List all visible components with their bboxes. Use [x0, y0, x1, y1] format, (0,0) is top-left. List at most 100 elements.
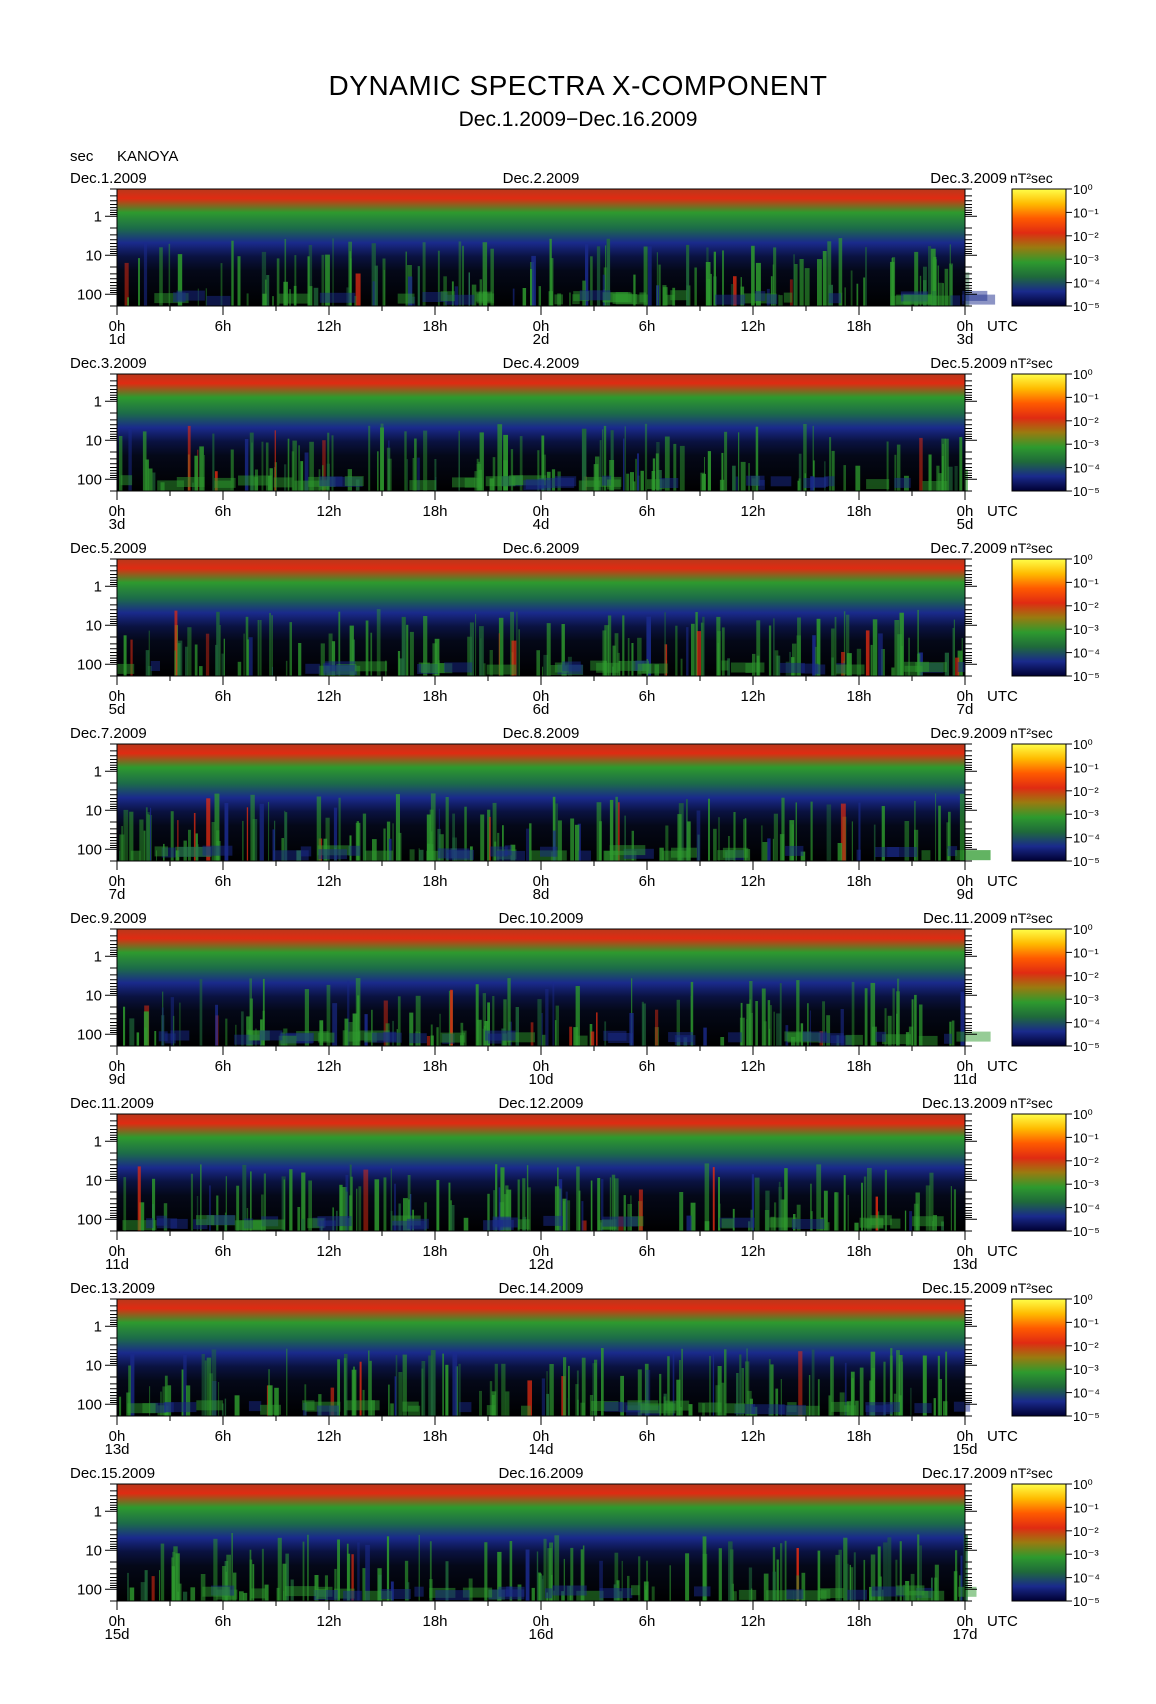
- x-tick-label: 18h: [422, 688, 447, 705]
- panel-right-date: Dec.13.2009: [922, 1095, 1007, 1112]
- colorbar-tick-label: 10⁻⁴: [1073, 1016, 1100, 1031]
- x-tick-label: 6h: [639, 1613, 656, 1630]
- colorbar-tick-label: 10⁻²: [1073, 784, 1099, 799]
- spectrogram-activity: [119, 793, 991, 861]
- x-tick-label: 6h: [639, 1058, 656, 1075]
- spectrogram-activity: [123, 978, 991, 1046]
- colorbar: 10⁰ 10⁻¹ 10⁻² 10⁻³ 10⁻⁴ 10⁻⁵: [1011, 1477, 1100, 1609]
- spectrogram-activity: [117, 609, 965, 676]
- colorbar-tick-label: 10⁻⁵: [1073, 1594, 1100, 1609]
- x-tick-label: 0h: [533, 688, 550, 705]
- day-mid-label: 4d: [533, 516, 550, 533]
- colorbar-scale: [1011, 188, 1067, 307]
- x-tick-label: 6h: [639, 873, 656, 890]
- colorbar-tick-label: 10⁻⁵: [1073, 299, 1100, 314]
- x-unit-label: UTC: [987, 1428, 1018, 1445]
- spectra-panel: Dec.11.2009 Dec.12.2009 Dec.13.2009 1 10 100 0…: [70, 1095, 1100, 1273]
- colorbar-scale: [1011, 1298, 1067, 1417]
- colorbar: 10⁰ 10⁻¹ 10⁻² 10⁻³ 10⁻⁴ 10⁻⁵: [1011, 182, 1100, 314]
- spectra-panel: Dec.13.2009 Dec.14.2009 Dec.15.2009 1 10 100 0…: [70, 1280, 1100, 1458]
- colorbar-tick-label: 10⁻⁴: [1073, 1201, 1100, 1216]
- x-tick-label: 18h: [846, 873, 871, 890]
- x-tick-label: 12h: [740, 1613, 765, 1630]
- day-mid-label: 16d: [528, 1626, 553, 1643]
- x-tick-label: 0h: [533, 318, 550, 335]
- x-tick-label: 18h: [422, 318, 447, 335]
- x-tick-label: 6h: [215, 318, 232, 335]
- x-tick-label: 6h: [639, 1428, 656, 1445]
- y-tick-label: 100: [77, 286, 102, 303]
- colorbar-tick-label: 10⁻²: [1073, 1339, 1099, 1354]
- day-start-label: 3d: [109, 516, 126, 533]
- colorbar-tick-label: 10⁻³: [1073, 252, 1099, 267]
- colorbar-scale: [1011, 928, 1067, 1047]
- y-tick-label: 1: [94, 948, 102, 965]
- spectrogram-activity: [119, 1348, 971, 1416]
- x-tick-label: 6h: [639, 318, 656, 335]
- colorbar-unit-label: nT²sec: [1010, 1465, 1053, 1481]
- y-tick-label: 1: [94, 763, 102, 780]
- colorbar-tick-label: 10⁻³: [1073, 1177, 1099, 1192]
- colorbar-tick-label: 10⁻⁵: [1073, 854, 1100, 869]
- x-tick-label: 6h: [639, 1243, 656, 1260]
- colorbar-tick-label: 10⁻¹: [1073, 945, 1099, 960]
- x-ticks: [116, 1231, 966, 1240]
- station-name: KANOYA: [117, 148, 179, 165]
- x-unit-label: UTC: [987, 1058, 1018, 1075]
- y-tick-label: 10: [85, 432, 102, 449]
- chart-title: DYNAMIC SPECTRA X-COMPONENT: [328, 70, 828, 101]
- colorbar: 10⁰ 10⁻¹ 10⁻² 10⁻³ 10⁻⁴ 10⁻⁵: [1011, 1107, 1100, 1239]
- day-start-label: 1d: [109, 331, 126, 348]
- y-tick-label: 10: [85, 1357, 102, 1374]
- spectrogram-area: [117, 1299, 965, 1416]
- x-tick-label: 0h: [957, 1243, 974, 1260]
- colorbar-tick-label: 10⁰: [1073, 552, 1093, 567]
- colorbar-tick-label: 10⁻¹: [1073, 575, 1099, 590]
- x-tick-label: 12h: [316, 318, 341, 335]
- x-tick-label: 0h: [957, 1613, 974, 1630]
- x-tick-label: 0h: [109, 688, 126, 705]
- x-tick-label: 12h: [316, 873, 341, 890]
- colorbar-tick-label: 10⁻¹: [1073, 205, 1099, 220]
- x-tick-label: 18h: [846, 1428, 871, 1445]
- y-unit-label: sec: [70, 148, 94, 165]
- colorbar-tick-label: 10⁻¹: [1073, 1500, 1099, 1515]
- day-end-label: 9d: [957, 886, 974, 903]
- x-tick-label: 12h: [316, 1428, 341, 1445]
- panel-mid-date: Dec.8.2009: [503, 725, 580, 742]
- y-tick-label: 10: [85, 1172, 102, 1189]
- x-tick-label: 0h: [109, 1613, 126, 1630]
- x-tick-label: 6h: [639, 503, 656, 520]
- panel-left-date: Dec.7.2009: [70, 725, 147, 742]
- x-tick-label: 18h: [422, 1058, 447, 1075]
- spectrogram-activity: [119, 423, 968, 491]
- colorbar-tick-label: 10⁰: [1073, 737, 1093, 752]
- spectra-panel: Dec.15.2009 Dec.16.2009 Dec.17.2009 1 10 100 0…: [70, 1465, 1100, 1643]
- colorbar-tick-label: 10⁻⁵: [1073, 1224, 1100, 1239]
- colorbar: 10⁰ 10⁻¹ 10⁻² 10⁻³ 10⁻⁴ 10⁻⁵: [1011, 367, 1100, 499]
- day-start-label: 15d: [104, 1626, 129, 1643]
- y-tick-label: 1: [94, 1318, 102, 1335]
- y-tick-label: 10: [85, 617, 102, 634]
- colorbar-scale: [1011, 373, 1067, 492]
- x-tick-label: 0h: [957, 1058, 974, 1075]
- spectrogram-activity: [127, 1533, 977, 1601]
- x-tick-label: 18h: [422, 1428, 447, 1445]
- colorbar-tick-label: 10⁰: [1073, 367, 1093, 382]
- x-tick-label: 18h: [846, 688, 871, 705]
- spectra-panel: Dec.9.2009 Dec.10.2009 Dec.11.2009 1 10 100 0h…: [70, 910, 1100, 1088]
- x-tick-label: 12h: [316, 1613, 341, 1630]
- panel-left-date: Dec.13.2009: [70, 1280, 155, 1297]
- panel-left-date: Dec.1.2009: [70, 170, 147, 187]
- panel-mid-date: Dec.6.2009: [503, 540, 580, 557]
- x-tick-label: 0h: [109, 1243, 126, 1260]
- colorbar-tick-label: 10⁻⁴: [1073, 831, 1100, 846]
- panel-left-date: Dec.11.2009: [70, 1095, 154, 1112]
- y-tick-label: 100: [77, 1211, 102, 1228]
- colorbar-unit-label: nT²sec: [1010, 540, 1053, 556]
- spectrogram-activity: [122, 1163, 956, 1231]
- day-mid-label: 6d: [533, 701, 550, 718]
- x-tick-label: 0h: [957, 688, 974, 705]
- x-ticks: [116, 861, 966, 870]
- x-tick-label: 18h: [846, 1058, 871, 1075]
